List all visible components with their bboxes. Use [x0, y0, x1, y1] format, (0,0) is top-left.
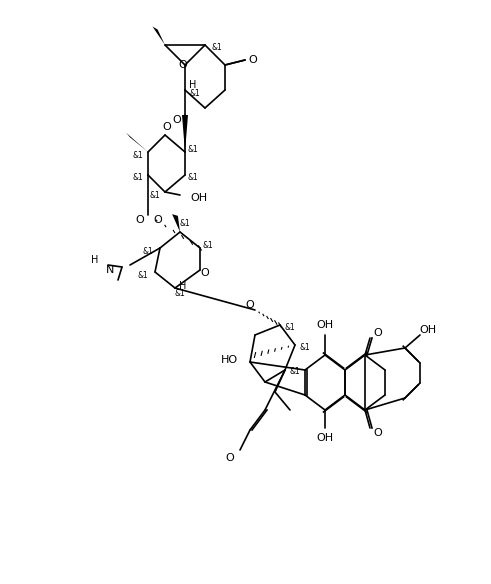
Text: &1: &1	[175, 288, 186, 297]
Text: &1: &1	[142, 246, 153, 256]
Text: O: O	[246, 300, 254, 310]
Text: &1: &1	[180, 220, 191, 228]
Text: O: O	[136, 215, 144, 225]
Text: OH: OH	[419, 325, 436, 335]
Text: O: O	[374, 328, 382, 338]
Text: H: H	[91, 255, 99, 265]
Text: O: O	[163, 122, 171, 132]
Text: O: O	[154, 215, 163, 225]
Text: OH: OH	[316, 433, 333, 443]
Text: &1: &1	[203, 241, 214, 249]
Text: &1: &1	[188, 173, 198, 182]
Text: HO: HO	[221, 355, 238, 365]
Text: N: N	[106, 265, 114, 275]
Text: O: O	[173, 115, 181, 125]
Text: OH: OH	[190, 193, 207, 203]
Polygon shape	[152, 26, 165, 45]
Text: O: O	[248, 55, 257, 65]
Text: &1: &1	[133, 173, 143, 182]
Text: H: H	[190, 80, 197, 90]
Text: O: O	[201, 268, 209, 278]
Text: &1: &1	[290, 367, 300, 377]
Text: &1: &1	[300, 342, 310, 352]
Text: &1: &1	[188, 144, 198, 154]
Text: &1: &1	[150, 190, 161, 200]
Text: H: H	[179, 281, 187, 291]
Polygon shape	[172, 214, 180, 232]
Text: &1: &1	[190, 89, 200, 98]
Polygon shape	[182, 115, 188, 152]
Text: &1: &1	[137, 270, 148, 280]
Text: &1: &1	[133, 151, 143, 159]
Text: O: O	[179, 60, 188, 70]
Polygon shape	[126, 133, 148, 152]
Text: O: O	[226, 453, 234, 463]
Text: O: O	[374, 428, 382, 438]
Text: OH: OH	[316, 320, 333, 330]
Text: &1: &1	[212, 43, 222, 51]
Text: &1: &1	[285, 322, 296, 332]
